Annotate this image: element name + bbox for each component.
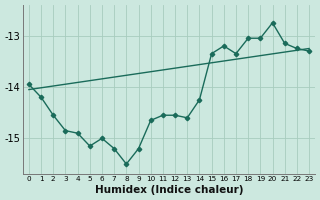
X-axis label: Humidex (Indice chaleur): Humidex (Indice chaleur) [95, 185, 243, 195]
